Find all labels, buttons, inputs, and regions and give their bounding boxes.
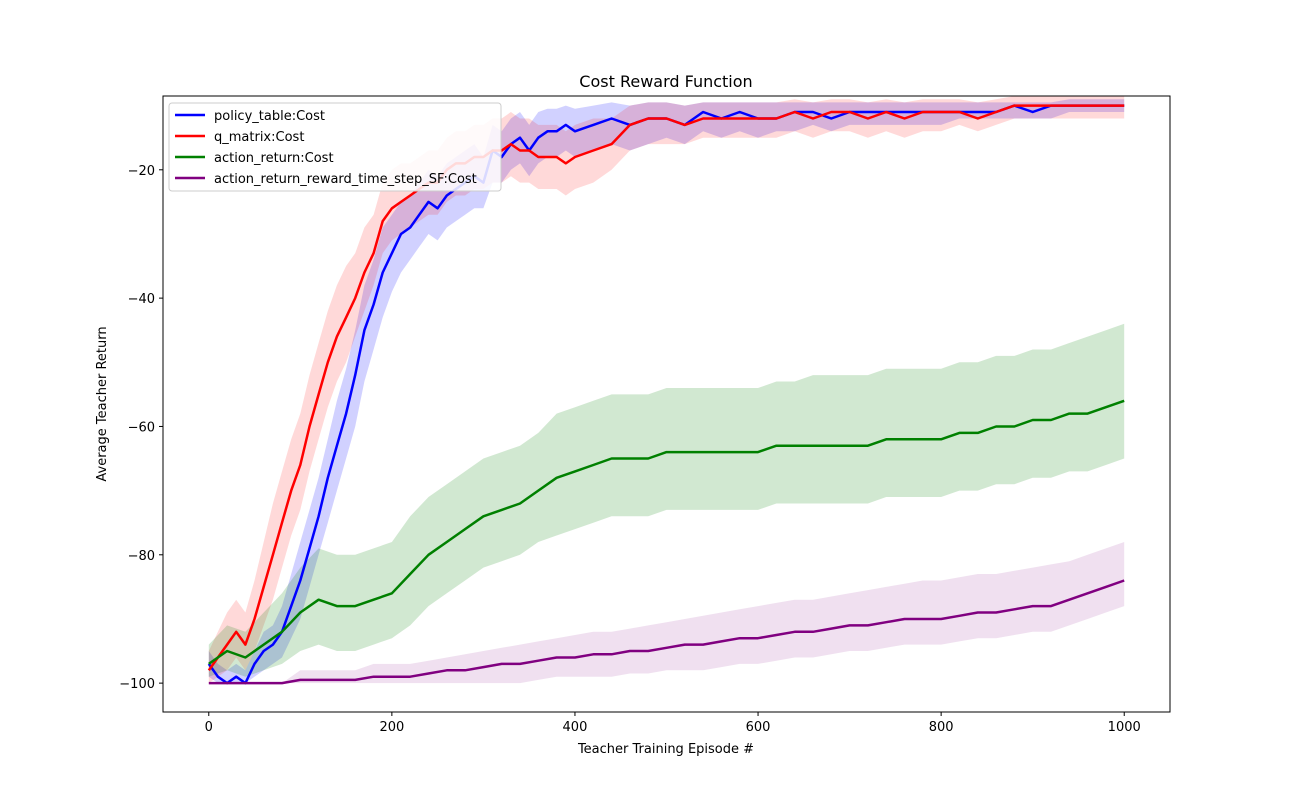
action-return-reward-time-step-sf-cost-line bbox=[208, 579, 1125, 685]
legend-label: action_return:Cost bbox=[214, 151, 334, 166]
y-tick-label: −80 bbox=[128, 549, 155, 564]
x-tick-label: 800 bbox=[929, 720, 954, 735]
action-return-cost-line bbox=[208, 399, 1125, 665]
y-axis-ticks: −100 −80 −60 −40 −20 bbox=[119, 164, 163, 692]
x-axis-ticks: 0 200 400 600 800 1000 bbox=[205, 712, 1141, 735]
action-return-reward-time-step-sf-cost-band bbox=[208, 542, 1125, 684]
x-tick-label: 600 bbox=[746, 720, 771, 735]
y-tick-label: −40 bbox=[128, 292, 155, 307]
series-lines bbox=[207, 104, 1125, 685]
legend-label: action_return_reward_time_step_SF:Cost bbox=[214, 172, 477, 187]
legend-label: q_matrix:Cost bbox=[214, 130, 304, 145]
legend-label: policy_table:Cost bbox=[214, 109, 325, 124]
action-return-cost-band bbox=[208, 323, 1125, 677]
x-tick-label: 0 bbox=[205, 720, 213, 735]
q-matrix-cost-line bbox=[207, 104, 1125, 672]
y-tick-label: −20 bbox=[128, 164, 155, 179]
y-tick-label: −100 bbox=[119, 677, 155, 692]
plot-frame bbox=[162, 95, 1171, 713]
x-tick-label: 1000 bbox=[1108, 720, 1141, 735]
x-tick-label: 400 bbox=[563, 720, 588, 735]
x-tick-label: 200 bbox=[379, 720, 404, 735]
y-tick-label: −60 bbox=[128, 420, 155, 435]
legend: policy_table:Cost q_matrix:Cost action_ret… bbox=[168, 102, 502, 192]
chart-title: Cost Reward Function bbox=[579, 72, 752, 91]
legend-box bbox=[168, 102, 502, 192]
x-axis-label: Teacher Training Episode # bbox=[577, 742, 754, 757]
confidence-bands bbox=[208, 96, 1125, 684]
y-axis-label: Average Teacher Return bbox=[95, 326, 110, 481]
